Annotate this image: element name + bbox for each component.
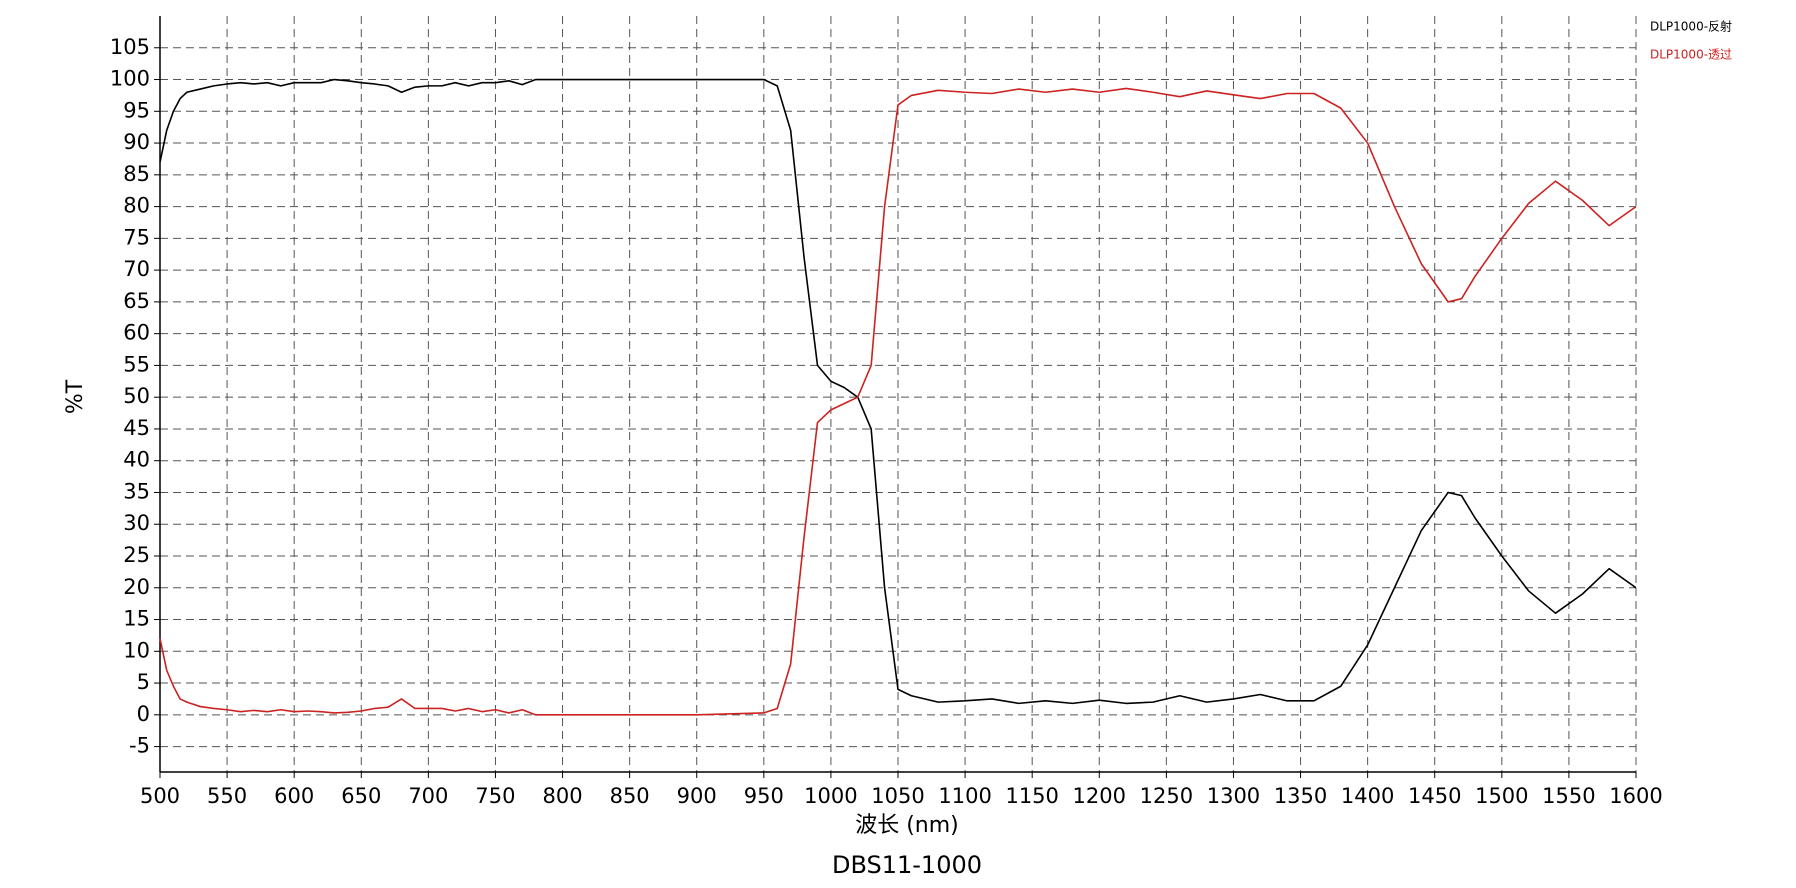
- y-tick-label: 55: [123, 352, 150, 376]
- x-tick-label: 1150: [1005, 784, 1058, 808]
- x-tick-label: 1400: [1341, 784, 1394, 808]
- x-tick-label: 500: [140, 784, 180, 808]
- x-tick-label: 600: [274, 784, 314, 808]
- x-tick-label: 700: [408, 784, 448, 808]
- y-tick-label: 0: [137, 702, 150, 726]
- y-tick-label: -5: [129, 734, 150, 758]
- x-tick-label: 900: [677, 784, 717, 808]
- x-tick-label: 950: [744, 784, 784, 808]
- x-tick-label: 800: [542, 784, 582, 808]
- y-tick-label: 30: [123, 511, 150, 535]
- y-tick-label: 40: [123, 448, 150, 472]
- x-tick-label: 1450: [1408, 784, 1461, 808]
- x-tick-label: 1300: [1207, 784, 1260, 808]
- y-tick-label: 75: [123, 225, 150, 249]
- x-tick-label: 650: [341, 784, 381, 808]
- y-tick-label: 50: [123, 384, 150, 408]
- x-tick-label: 1250: [1140, 784, 1193, 808]
- y-tick-label: 10: [123, 638, 150, 662]
- x-tick-label: 1200: [1073, 784, 1126, 808]
- y-tick-label: 60: [123, 321, 150, 345]
- x-tick-label: 1500: [1475, 784, 1528, 808]
- y-tick-label: 90: [123, 130, 150, 154]
- x-tick-label: 1600: [1609, 784, 1662, 808]
- y-axis-label: %T: [63, 379, 88, 414]
- y-tick-label: 65: [123, 289, 150, 313]
- x-tick-label: 750: [475, 784, 515, 808]
- y-tick-label: 5: [137, 670, 150, 694]
- x-tick-label: 850: [610, 784, 650, 808]
- data-line: [159, 78, 1637, 705]
- x-axis-label: 波长 (nm): [855, 813, 959, 838]
- y-tick-label: 80: [123, 194, 150, 218]
- legend-label: DLP1000-透过: [1650, 48, 1732, 62]
- y-tick-label: 95: [123, 98, 150, 122]
- y-tick-label: 35: [123, 479, 150, 503]
- x-tick-label: 550: [207, 784, 247, 808]
- x-tick-label: 1000: [804, 784, 857, 808]
- x-tick-label: 1100: [938, 784, 991, 808]
- y-tick-label: 105: [110, 35, 150, 59]
- x-tick-label: 1350: [1274, 784, 1327, 808]
- legend-label: DLP1000-反射: [1650, 19, 1732, 34]
- x-tick-label: 1550: [1542, 784, 1595, 808]
- chart-title: DBS11-1000: [832, 851, 982, 879]
- y-tick-label: 100: [110, 67, 150, 91]
- y-tick-label: 70: [123, 257, 150, 281]
- y-tick-label: 85: [123, 162, 150, 186]
- x-tick-label: 1050: [871, 784, 924, 808]
- y-tick-label: 15: [123, 607, 150, 631]
- y-tick-label: 45: [123, 416, 150, 440]
- y-tick-label: 25: [123, 543, 150, 567]
- data-line: [159, 87, 1637, 716]
- y-tick-label: 20: [123, 575, 150, 599]
